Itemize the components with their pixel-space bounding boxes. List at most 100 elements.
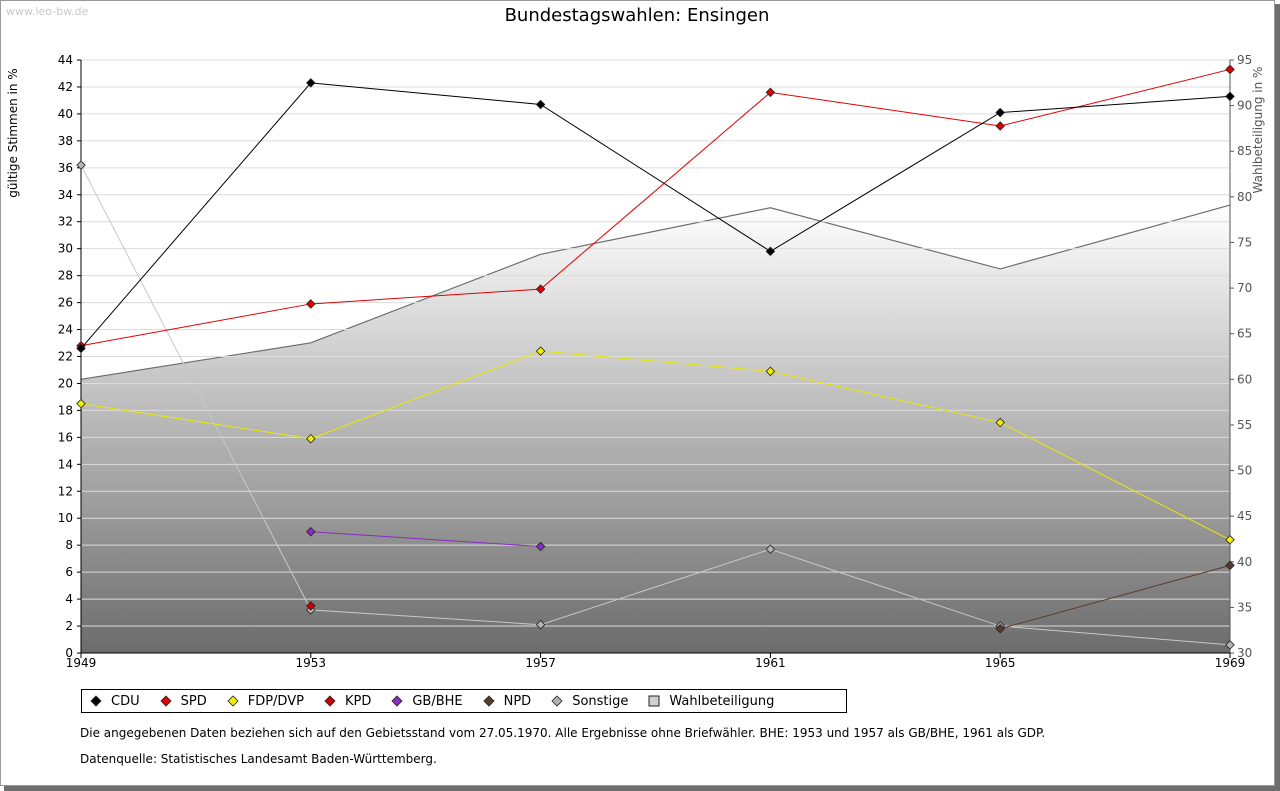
y-tick-label-left: 0	[65, 646, 73, 660]
frame-shadow-bottom	[4, 786, 1280, 791]
y-tick-label-left: 44	[58, 53, 73, 67]
legend-item-sonstige: Sonstige	[551, 694, 628, 709]
line-spd	[80, 68, 1231, 347]
footnote-source: Datenquelle: Statistisches Landesamt Bad…	[80, 752, 437, 766]
legend-marker-spd	[160, 695, 172, 707]
legend-diamond	[324, 695, 336, 707]
line-fdp-dvp	[80, 350, 1231, 541]
grid-layer	[81, 59, 1230, 654]
point-gb-bhe	[306, 526, 316, 537]
legend-marker-npd	[483, 695, 495, 707]
point-gb-bhe	[535, 541, 546, 552]
y-tick-label-left: 22	[58, 350, 73, 364]
legend-square	[648, 695, 660, 707]
legend-item-kpd: KPD	[324, 694, 371, 709]
legend-item-npd: NPD	[483, 694, 531, 709]
y-tick-label-left: 14	[58, 457, 73, 471]
y-tick-label-left: 16	[58, 430, 73, 444]
y-tick-label-left: 28	[58, 269, 73, 283]
y-tick-label-right: 30	[1237, 646, 1252, 660]
legend-label: GB/BHE	[412, 693, 463, 709]
series-cdu	[76, 78, 1235, 354]
point-fdp-dvp	[1225, 535, 1235, 545]
watermark: www.leo-bw.de	[6, 5, 89, 18]
y-tick-label-left: 18	[58, 403, 73, 417]
point-npd	[995, 623, 1005, 634]
legend-marker-fdp-dvp	[227, 695, 239, 707]
legend-marker-kpd	[324, 695, 336, 707]
series-kpd	[306, 601, 316, 611]
point-cdu	[535, 99, 546, 110]
y-tick-label-left: 4	[65, 592, 73, 606]
frame-shadow-right	[1275, 4, 1280, 791]
legend: CDU SPD FDP/DVP KPD GB/BHE NPD Sonstige Wahlbet…	[81, 689, 847, 713]
legend-label: CDU	[111, 693, 140, 709]
y-tick-label-right: 45	[1237, 509, 1252, 523]
legend-label: KPD	[344, 693, 372, 709]
legend-item-wahlbeteiligung: Wahlbeteiligung	[648, 694, 774, 709]
y-tick-label-left: 32	[58, 215, 73, 229]
series-spd	[76, 64, 1235, 351]
point-spd	[1225, 64, 1235, 75]
y-tick-label-right: 55	[1237, 418, 1252, 432]
series-layer	[76, 64, 1235, 650]
legend-label: Wahlbeteiligung	[669, 693, 775, 709]
x-tick-label: 1961	[755, 656, 786, 670]
legend-item-spd: SPD	[160, 694, 207, 709]
y-tick-label-left: 38	[58, 134, 73, 148]
y-tick-label-right: 95	[1237, 53, 1252, 67]
line-cdu	[80, 82, 1231, 349]
point-fdp-dvp	[306, 433, 316, 444]
legend-diamond	[483, 695, 495, 707]
y-tick-label-left: 10	[58, 511, 73, 525]
legend-marker-cdu	[90, 695, 102, 707]
y-tick-label-right: 75	[1237, 235, 1252, 249]
point-sonstige	[76, 160, 86, 170]
y-tick-label-right: 35	[1237, 600, 1252, 614]
y-tick-label-left: 34	[58, 188, 73, 202]
x-tick-label: 1969	[1215, 656, 1246, 670]
y-tick-label-left: 24	[58, 323, 73, 337]
point-fdp-dvp	[765, 366, 776, 377]
point-cdu	[1225, 91, 1235, 102]
y-tick-label-left: 36	[58, 161, 73, 175]
legend-diamond	[391, 695, 403, 707]
line-npd	[1000, 564, 1231, 630]
area-wahlbeteiligung	[81, 205, 1230, 653]
y-tick-label-left: 26	[58, 296, 73, 310]
point-spd	[306, 299, 316, 309]
legend-diamond	[90, 695, 102, 707]
point-kpd	[306, 601, 316, 611]
point-fdp-dvp	[76, 398, 86, 409]
y-tick-label-left: 30	[58, 242, 73, 256]
x-tick-label: 1949	[66, 656, 97, 670]
y-tick-label-right: 60	[1237, 372, 1252, 386]
legend-item-cdu: CDU	[90, 694, 140, 709]
y-tick-label-right: 50	[1237, 464, 1252, 478]
y-tick-label-right: 90	[1237, 99, 1252, 113]
point-sonstige	[535, 619, 546, 630]
y-tick-label-right: 70	[1237, 281, 1252, 295]
y-tick-label-left: 6	[65, 565, 73, 579]
legend-marker-sonstige	[551, 695, 563, 707]
line-sonstige	[80, 164, 1231, 646]
y-axis-label-left: gültige Stimmen in %	[6, 68, 20, 197]
legend-item-gb-bhe: GB/BHE	[391, 693, 463, 709]
series-sonstige	[76, 160, 1235, 650]
turnout-area-layer	[80, 204, 1231, 653]
x-tick-label: 1957	[525, 656, 556, 670]
point-cdu	[765, 246, 776, 257]
legend-diamond	[160, 695, 172, 707]
legend-label: Sonstige	[572, 693, 629, 709]
y-tick-label-left: 2	[65, 619, 73, 633]
y-tick-label-left: 8	[65, 538, 73, 552]
legend-item-fdp-dvp: FDP/DVP	[227, 694, 304, 709]
legend-label: FDP/DVP	[247, 693, 304, 709]
point-sonstige	[1225, 640, 1235, 650]
point-cdu	[306, 78, 316, 88]
point-cdu	[995, 107, 1005, 118]
legend-marker-wahlbeteiligung	[648, 695, 660, 707]
line-gb-bhe	[310, 531, 541, 548]
point-spd	[995, 121, 1005, 131]
